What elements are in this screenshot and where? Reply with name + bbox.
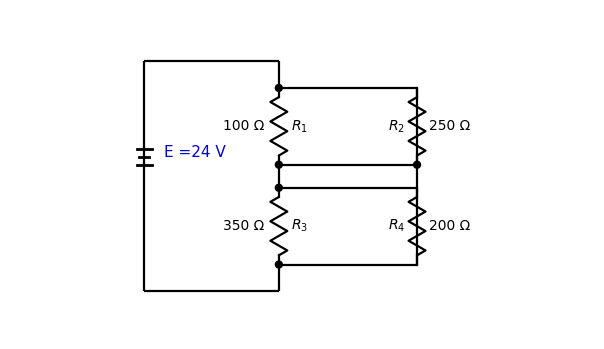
- Text: E =24 V: E =24 V: [164, 145, 226, 160]
- Circle shape: [414, 161, 420, 168]
- Circle shape: [275, 161, 282, 168]
- Text: $R_4$: $R_4$: [388, 218, 405, 234]
- Text: 250 Ω: 250 Ω: [429, 119, 471, 133]
- Text: 200 Ω: 200 Ω: [429, 219, 471, 233]
- Text: $R_1$: $R_1$: [291, 118, 308, 134]
- Circle shape: [275, 261, 282, 268]
- Circle shape: [275, 184, 282, 191]
- Text: $R_3$: $R_3$: [291, 218, 308, 234]
- Text: $R_2$: $R_2$: [388, 118, 405, 134]
- Text: 350 Ω: 350 Ω: [223, 219, 264, 233]
- Circle shape: [275, 84, 282, 91]
- Text: 100 Ω: 100 Ω: [223, 119, 264, 133]
